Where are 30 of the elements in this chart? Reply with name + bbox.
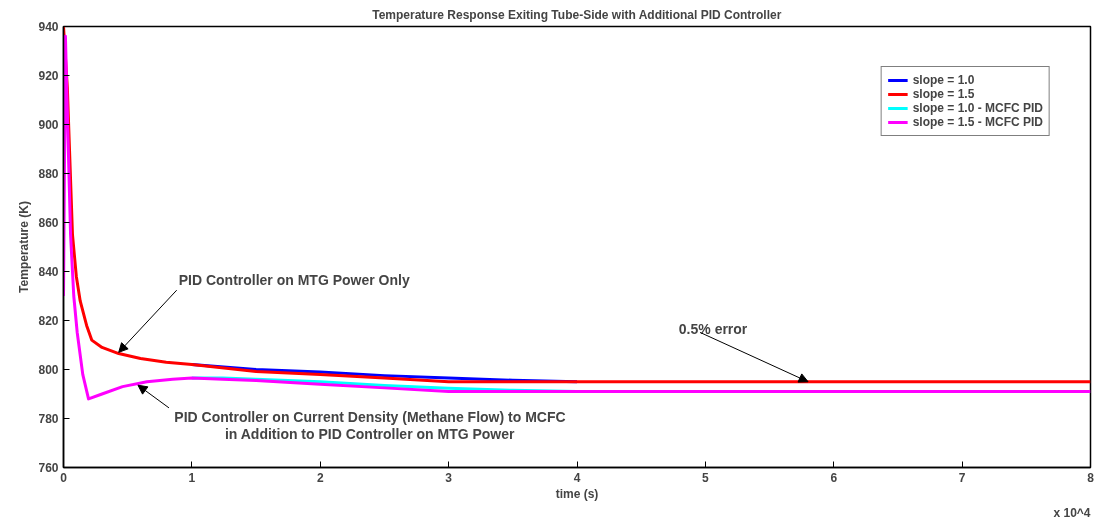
- x-tick-label: 6: [830, 470, 838, 485]
- y-tick-label: 800: [38, 363, 59, 377]
- legend-label: slope = 1.5 - MCFC PID: [912, 115, 1043, 129]
- y-tick-label: 820: [38, 314, 59, 328]
- y-tick-label: 780: [38, 412, 59, 426]
- x-tick-label: 1: [188, 470, 196, 485]
- annotation: PID Controller on MTG Power Only: [178, 272, 410, 289]
- chart-title: Temperature Response Exiting Tube-Side with Additional PID Controller: [372, 7, 782, 22]
- y-tick-label: 900: [38, 118, 59, 132]
- legend-label: slope = 1.0: [912, 73, 975, 87]
- x-tick-label: 8: [1087, 470, 1095, 485]
- x-tick-label: 7: [958, 470, 966, 485]
- x-tick-label: 4: [573, 470, 581, 485]
- y-tick-label: 920: [38, 69, 59, 83]
- x-tick-label: 0: [60, 470, 68, 485]
- legend-label: slope = 1.0 - MCFC PID: [912, 101, 1043, 115]
- y-tick-label: 860: [38, 216, 59, 230]
- y-tick-label: 880: [38, 167, 59, 181]
- legend-label: slope = 1.5: [912, 87, 975, 101]
- annotation: PID Controller on Current Density (Methane Flow) to MCFC in Addition to PID Controller on MTG Power: [174, 408, 566, 442]
- x-axis-title: time (s): [555, 486, 599, 501]
- y-axis-title: Temperature (K): [17, 201, 32, 293]
- y-tick-label: 940: [38, 20, 59, 34]
- x-tick-label: 5: [702, 470, 710, 485]
- x-tick-label: 2: [316, 470, 324, 485]
- annotation: 0.5% error: [678, 321, 748, 338]
- text: x 10^4: [1053, 505, 1091, 519]
- y-tick-label: 840: [38, 265, 59, 279]
- y-tick-label: 760: [38, 461, 59, 475]
- x-tick-label: 3: [445, 470, 453, 485]
